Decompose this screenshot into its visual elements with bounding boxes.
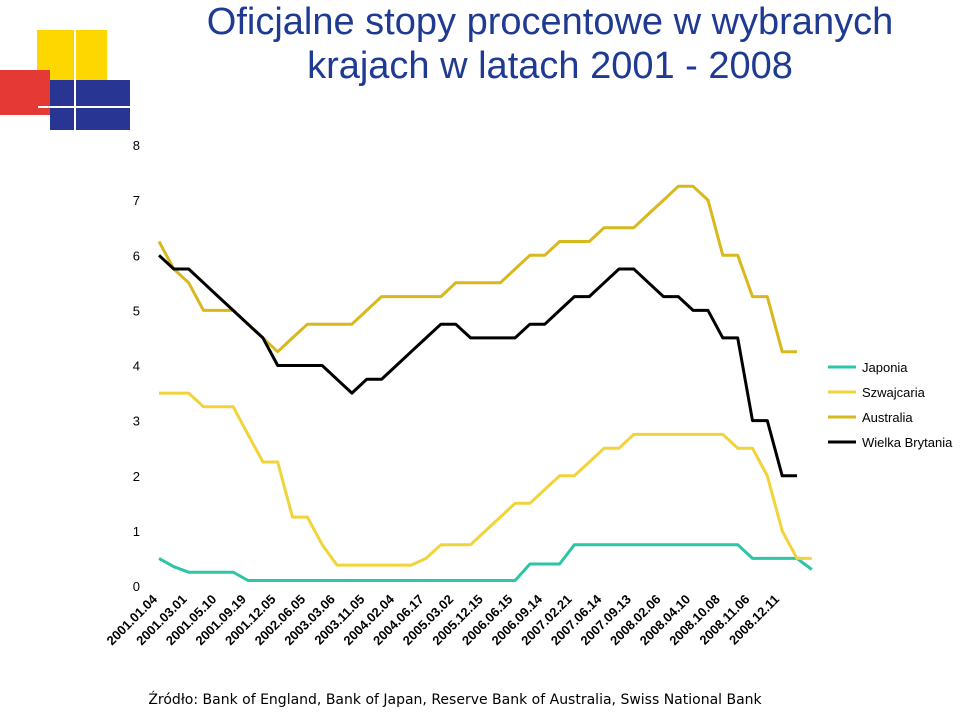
y-tick-label: 4 <box>133 359 140 374</box>
deco-blue-square <box>50 80 130 130</box>
decorative-squares <box>0 18 140 140</box>
y-tick-label: 3 <box>133 414 140 429</box>
y-tick-label: 8 <box>133 138 140 153</box>
y-tick-label: 1 <box>133 524 140 539</box>
series-line-australia <box>157 184 797 354</box>
title-line-2: krajach w latach 2001 - 2008 <box>307 45 793 87</box>
y-tick-label: 7 <box>133 193 140 208</box>
y-tick-label: 2 <box>133 469 140 484</box>
series-line-wielka-brytania <box>157 254 797 478</box>
legend-label: Japonia <box>862 360 908 375</box>
y-tick-label: 5 <box>133 303 140 318</box>
series-lines <box>157 184 813 582</box>
x-axis: 2001.01.042001.03.012001.05.102001.09.19… <box>103 591 782 648</box>
legend-label: Szwajcaria <box>862 385 926 400</box>
y-axis: 0 1 2 3 4 5 6 7 8 <box>133 138 140 594</box>
legend-label: Wielka Brytania <box>862 435 953 450</box>
y-tick-label: 0 <box>133 579 140 594</box>
series-line-szwajcaria <box>159 391 812 567</box>
title-line-1: Oficjalne stopy procentowe w wybranych <box>206 1 894 43</box>
source-note: Źródło: Bank of England, Bank of Japan, … <box>148 692 762 708</box>
legend: Japonia Szwajcaria Australia Wielka Brytani… <box>828 360 953 450</box>
y-tick-label: 6 <box>133 248 140 263</box>
series-line-japonia <box>158 543 813 582</box>
legend-label: Australia <box>862 410 913 425</box>
page-title: Oficjalne stopy procentowe w wybranych k… <box>150 0 950 88</box>
